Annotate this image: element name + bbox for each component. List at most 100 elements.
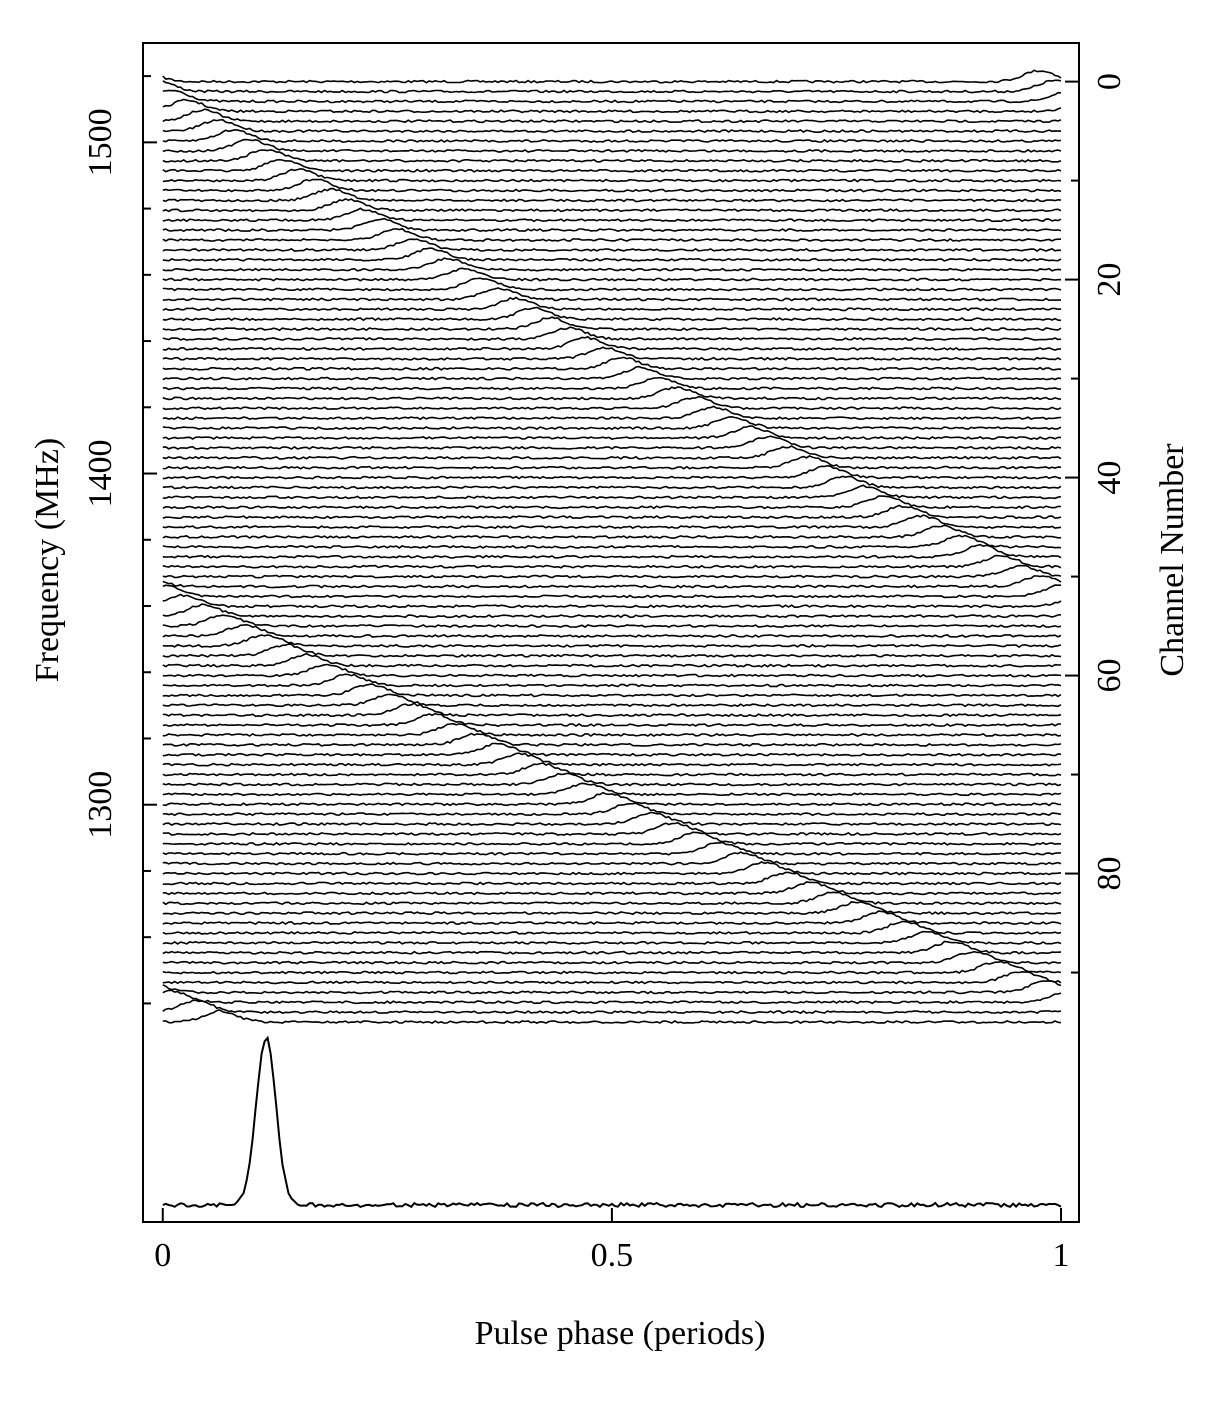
channel-trace	[162, 287, 1062, 302]
channel-trace	[162, 920, 1062, 935]
channel-trace	[162, 603, 1062, 619]
x-tick-label: 0	[154, 1237, 171, 1274]
channel-trace	[162, 732, 1062, 747]
channel-trace	[162, 554, 1062, 569]
channel-trace	[162, 306, 1062, 322]
channel-trace	[162, 791, 1062, 807]
channel-trace	[162, 593, 1062, 609]
channel-trace	[162, 267, 1061, 282]
channel-trace	[162, 802, 1062, 817]
channel-trace	[162, 346, 1062, 361]
channel-trace	[162, 198, 1062, 213]
channel-trace	[162, 504, 1062, 520]
channel-trace	[162, 69, 1062, 84]
channel-trace	[162, 891, 1062, 906]
x-tick-label: 1	[1053, 1237, 1070, 1274]
channel-trace	[162, 464, 1062, 480]
channel-trace	[162, 475, 1062, 490]
channel-trace	[162, 742, 1062, 757]
channel-trace	[162, 831, 1062, 846]
channel-trace	[162, 405, 1062, 421]
channel-trace	[162, 623, 1062, 638]
channel-trace	[162, 543, 1062, 559]
channel-trace	[162, 484, 1062, 500]
y2-axis-label: Channel Number	[1154, 443, 1191, 677]
channel-trace	[162, 158, 1062, 173]
channel-trace	[162, 187, 1062, 203]
channel-trace	[162, 960, 1062, 975]
y-tick-label: 1400	[82, 440, 119, 508]
channel-trace	[162, 881, 1062, 896]
channel-trace	[162, 326, 1062, 341]
channel-trace	[162, 514, 1062, 530]
channel-trace	[162, 445, 1062, 460]
channel-trace	[162, 89, 1062, 104]
channel-trace	[162, 167, 1062, 183]
channel-trace	[162, 257, 1062, 272]
channel-trace	[162, 652, 1062, 668]
channel-trace	[162, 335, 1062, 351]
channel-trace	[162, 277, 1062, 292]
channel-trace	[162, 841, 1062, 856]
channel-trace	[162, 79, 1062, 94]
channel-trace	[162, 663, 1062, 678]
channel-trace	[162, 238, 1062, 252]
channel-trace	[162, 851, 1062, 866]
channel-trace	[162, 207, 1062, 223]
channel-trace	[162, 762, 1062, 777]
channel-trace	[162, 425, 1061, 440]
channel-trace	[162, 227, 1061, 242]
channel-trace	[162, 940, 1062, 955]
channel-trace	[162, 673, 1062, 688]
channel-trace	[162, 365, 1062, 381]
channel-trace	[162, 128, 1062, 143]
channel-trace	[162, 138, 1062, 153]
channel-trace	[162, 1009, 1062, 1025]
channel-trace	[162, 356, 1062, 371]
channel-trace	[162, 247, 1062, 262]
summed-profile	[162, 1035, 1062, 1209]
channel-trace	[162, 772, 1062, 787]
channel-trace	[162, 584, 1061, 599]
channel-trace	[162, 901, 1062, 916]
channel-trace	[162, 950, 1062, 965]
channel-trace	[162, 564, 1062, 579]
channel-trace	[162, 930, 1062, 945]
channel-trace	[162, 989, 1062, 1005]
y2-tick-label: 40	[1091, 461, 1128, 495]
channel-trace	[162, 811, 1062, 827]
channel-trace	[162, 782, 1062, 797]
channel-trace	[162, 435, 1062, 450]
y2-tick-label: 80	[1091, 857, 1128, 891]
channel-trace	[162, 980, 1062, 995]
channel-trace	[162, 634, 1062, 648]
x-axis-label: Pulse phase (periods)	[475, 1315, 766, 1352]
channel-trace	[162, 683, 1062, 698]
channel-trace	[162, 524, 1062, 539]
channel-trace	[162, 495, 1062, 510]
channel-trace	[162, 415, 1062, 431]
channel-trace	[162, 999, 1062, 1015]
channel-trace	[162, 148, 1062, 163]
y-tick-label: 1500	[82, 108, 119, 176]
channel-trace	[162, 702, 1062, 718]
channel-trace	[162, 693, 1062, 708]
channel-trace	[162, 910, 1062, 926]
channel-trace	[162, 296, 1062, 312]
y-tick-label: 1300	[82, 771, 119, 839]
channel-trace	[162, 386, 1062, 401]
channel-trace	[162, 534, 1061, 549]
y-axis-label: Frequency (MHz)	[29, 438, 66, 683]
channel-trace	[162, 575, 1062, 589]
channel-trace	[162, 108, 1062, 124]
channel-trace	[162, 454, 1062, 470]
channel-trace	[162, 395, 1062, 411]
channel-trace	[162, 722, 1062, 738]
channel-trace	[162, 217, 1062, 233]
channel-trace	[162, 316, 1062, 332]
channel-trace	[162, 821, 1062, 836]
channel-trace	[162, 871, 1062, 886]
channel-trace	[162, 118, 1061, 134]
y2-tick-label: 20	[1091, 263, 1128, 297]
